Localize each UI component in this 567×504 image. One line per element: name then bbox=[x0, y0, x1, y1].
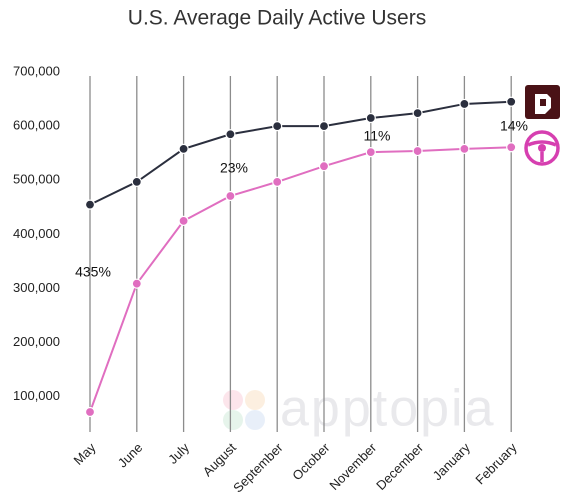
annotation: 435% bbox=[75, 264, 111, 280]
y-tick-label: 400,000 bbox=[13, 226, 60, 241]
data-point bbox=[365, 147, 376, 158]
x-tick-label: May bbox=[71, 440, 99, 468]
annotation: 23% bbox=[220, 160, 248, 176]
data-point bbox=[225, 190, 236, 202]
data-point bbox=[318, 121, 330, 132]
y-tick-label: 600,000 bbox=[13, 118, 60, 133]
x-tick-label: October bbox=[289, 439, 333, 483]
annotation: 11% bbox=[364, 128, 391, 144]
x-tick-label: August bbox=[200, 440, 239, 479]
x-tick-label: December bbox=[373, 439, 426, 492]
data-point bbox=[365, 112, 376, 124]
app-icon-dark bbox=[525, 85, 560, 119]
data-point bbox=[506, 142, 517, 153]
series-line bbox=[89, 146, 512, 413]
data-point bbox=[131, 278, 142, 289]
chart-title: U.S. Average Daily Active Users bbox=[128, 7, 426, 30]
data-point bbox=[506, 96, 517, 107]
data-point bbox=[272, 121, 283, 132]
x-tick-label: July bbox=[165, 440, 192, 467]
series-line bbox=[89, 100, 512, 206]
y-tick-label: 700,000 bbox=[13, 63, 60, 78]
data-point bbox=[459, 98, 470, 110]
watermark-logo bbox=[223, 390, 265, 430]
x-tick-label: February bbox=[472, 440, 520, 488]
x-tick-label: November bbox=[326, 439, 379, 492]
y-tick-label: 500,000 bbox=[13, 172, 60, 187]
x-tick-label: September bbox=[230, 439, 286, 495]
data-point bbox=[318, 161, 330, 172]
data-point bbox=[84, 199, 96, 210]
y-tick-label: 300,000 bbox=[13, 280, 60, 295]
y-tick-label: 100,000 bbox=[13, 388, 60, 403]
data-point bbox=[412, 108, 423, 119]
data-point bbox=[178, 215, 189, 226]
data-point bbox=[84, 406, 96, 418]
x-tick-label: June bbox=[115, 440, 146, 471]
data-point bbox=[131, 176, 142, 187]
data-point bbox=[459, 143, 470, 154]
data-point bbox=[272, 176, 283, 187]
annotation: 14% bbox=[500, 118, 528, 134]
data-point bbox=[225, 129, 236, 140]
data-point bbox=[178, 143, 189, 154]
x-tick-label: January bbox=[430, 440, 474, 484]
app-icon-pink bbox=[524, 130, 560, 166]
watermark: apptopia bbox=[280, 380, 496, 438]
data-point bbox=[412, 145, 423, 157]
y-tick-label: 200,000 bbox=[13, 334, 60, 349]
